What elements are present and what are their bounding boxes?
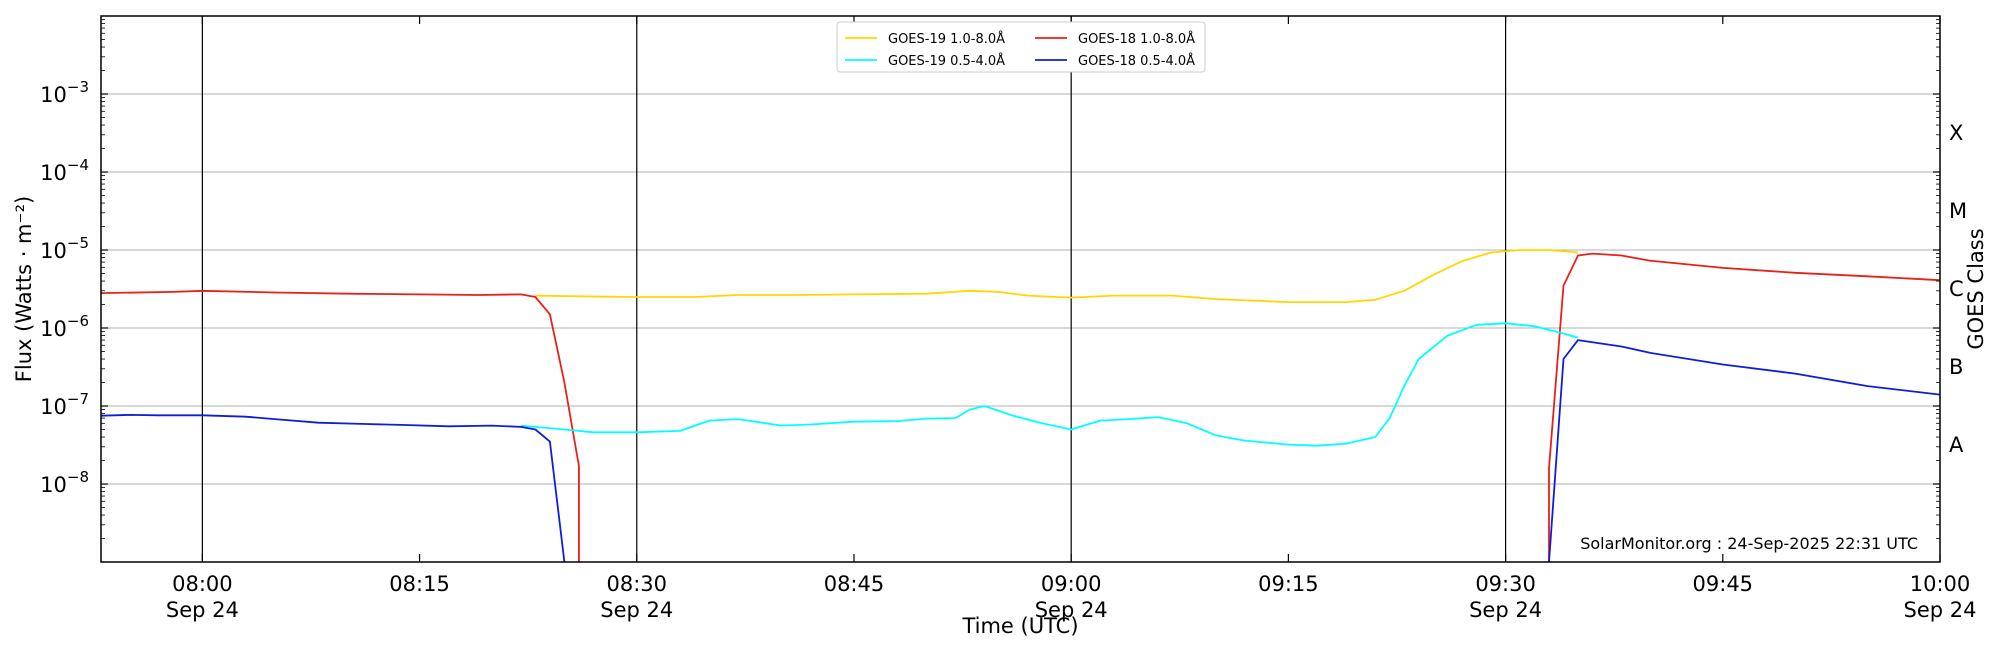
y-tick-label: 10−3 — [40, 78, 89, 107]
x-tick-label: 08:45 — [824, 572, 885, 596]
legend: GOES-19 1.0-8.0Å GOES-19 0.5-4.0Å GOES-18 … — [836, 21, 1206, 73]
credit-text: SolarMonitor.org : 24-Sep-2025 22:31 UTC — [1580, 534, 1918, 553]
vertical-lines — [201, 16, 1507, 562]
x-tick-date: Sep 24 — [1904, 598, 1977, 622]
series-line — [101, 289, 580, 562]
x-tick-date: Sep 24 — [1469, 598, 1542, 622]
goes-class-label: M — [1949, 199, 1967, 223]
x-tick-label: 08:00 — [172, 572, 233, 596]
x-axis-title: Time (UTC) — [961, 614, 1078, 638]
tick-layer — [101, 16, 1941, 562]
y-tick-label: 10−4 — [40, 156, 89, 185]
legend-box — [836, 21, 1206, 73]
x-tick-label: 09:15 — [1258, 572, 1319, 596]
y-axis-title: Flux (Watts · m⁻²) — [12, 196, 36, 382]
x-tick-label: 08:30 — [607, 572, 668, 596]
goes-class-label: A — [1949, 433, 1964, 457]
series-line — [1548, 339, 1940, 562]
legend-label: GOES-18 1.0-8.0Å — [1078, 31, 1195, 47]
x-tick-label: 09:30 — [1475, 572, 1536, 596]
legend-label: GOES-19 1.0-8.0Å — [888, 31, 1005, 47]
x-tick-date: Sep 24 — [600, 598, 673, 622]
grid-layer — [101, 93, 1940, 485]
legend-label: GOES-18 0.5-4.0Å — [1078, 53, 1195, 69]
x-tick-label: 10:00 — [1910, 572, 1971, 596]
x-tick-date: Sep 24 — [166, 598, 239, 622]
series-line — [520, 322, 1579, 447]
y-tick-label: 10−7 — [40, 390, 89, 419]
x-tick-label: 09:00 — [1041, 572, 1102, 596]
goes-class-label: C — [1949, 277, 1964, 301]
goes-class-label: B — [1949, 355, 1963, 379]
goes-class-axis-title: GOES Class — [1964, 228, 1988, 349]
series-line — [101, 413, 566, 562]
series-line — [1548, 252, 1940, 562]
series-line — [535, 249, 1579, 304]
plot-frame — [100, 15, 1941, 563]
x-tick-label: 09:45 — [1693, 572, 1754, 596]
x-tick-label: 08:15 — [389, 572, 450, 596]
legend-label: GOES-19 0.5-4.0Å — [888, 53, 1005, 69]
series-layer — [101, 249, 1940, 562]
y-tick-label: 10−5 — [40, 234, 89, 263]
y-tick-label: 10−8 — [40, 468, 89, 497]
x-tick-date: Sep 24 — [1035, 598, 1108, 622]
y-tick-label: 10−6 — [40, 312, 89, 341]
goes-class-label: X — [1949, 121, 1963, 145]
